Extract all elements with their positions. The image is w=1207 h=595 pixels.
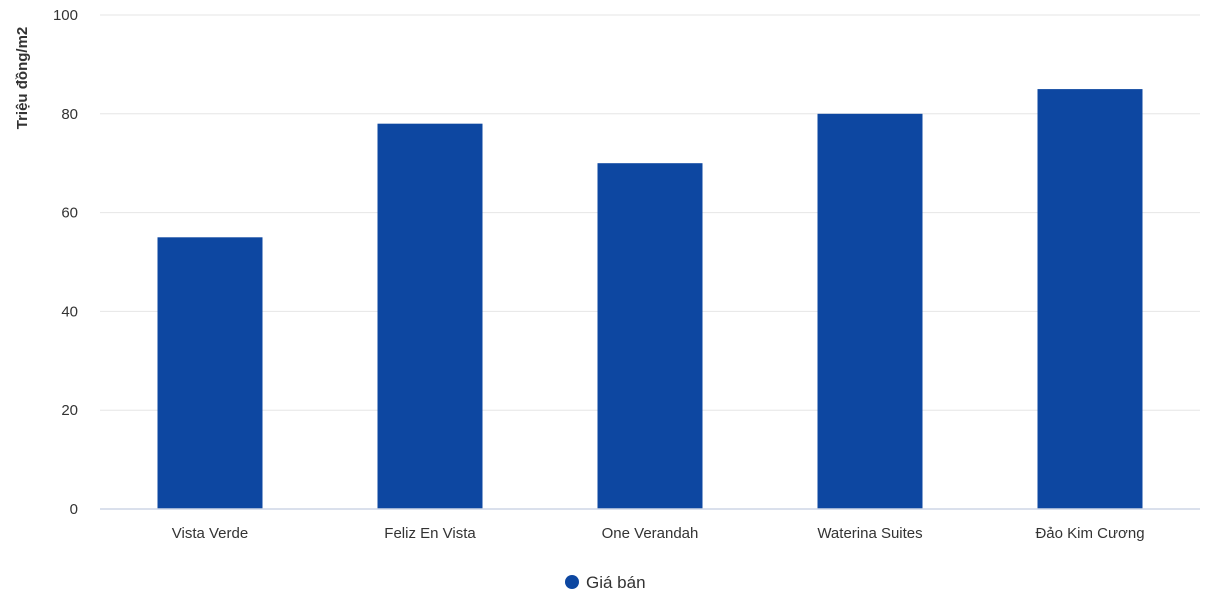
- y-tick-label: 40: [61, 303, 78, 320]
- y-tick-label: 20: [61, 402, 78, 419]
- y-tick-label: 80: [61, 106, 78, 123]
- bar-2[interactable]: [377, 123, 483, 510]
- x-category-label: Đảo Kim Cương: [1035, 525, 1144, 542]
- legend[interactable]: Giá bán: [565, 573, 646, 592]
- y-tick-label: 100: [53, 7, 78, 24]
- bar-1[interactable]: [157, 237, 263, 510]
- x-axis-labels: Vista Verde Feliz En Vista One Verandah Wat…: [172, 525, 1145, 542]
- legend-label-gia-ban: Giá bán: [586, 573, 646, 592]
- bar-3[interactable]: [597, 163, 703, 509]
- y-tick-label: 0: [70, 501, 78, 518]
- bars: [157, 89, 1143, 510]
- bar-4[interactable]: [817, 113, 923, 510]
- legend-marker: [565, 575, 579, 589]
- x-category-label: Vista Verde: [172, 525, 248, 542]
- y-axis-title: Triệu đồng/m2: [14, 27, 31, 130]
- bar-5[interactable]: [1037, 89, 1143, 509]
- y-tick-label: 60: [61, 205, 78, 222]
- x-category-label: One Verandah: [602, 525, 699, 542]
- x-category-label: Waterina Suites: [817, 525, 922, 542]
- x-category-label: Feliz En Vista: [384, 525, 476, 542]
- y-axis-ticks: 0 20 40 60 80 100: [53, 7, 78, 518]
